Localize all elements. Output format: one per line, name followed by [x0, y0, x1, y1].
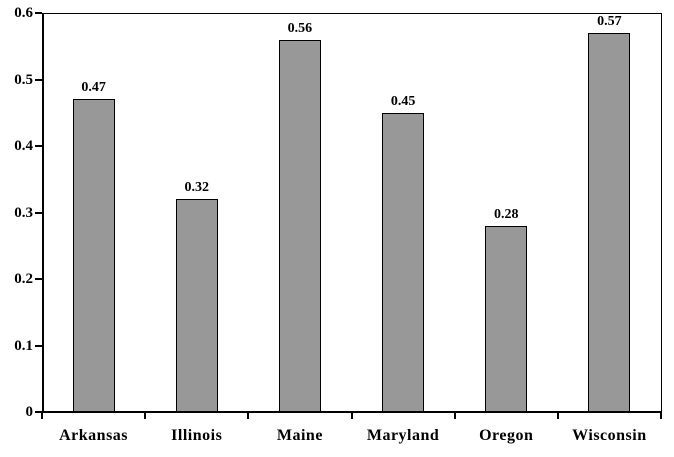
x-axis-tick: [144, 412, 147, 419]
y-axis-tick: [35, 211, 42, 214]
bar-oregon: [485, 225, 528, 412]
y-axis-tick-label: 0: [25, 404, 34, 420]
x-axis-category-label: Oregon: [479, 427, 534, 444]
x-axis-tick: [247, 412, 250, 419]
y-axis-tick-label: 0.2: [14, 271, 33, 287]
bar-value-label: 0.28: [494, 206, 519, 222]
x-axis-category-label: Maine: [276, 427, 323, 444]
y-axis-tick: [35, 78, 42, 81]
bar-value-label: 0.32: [184, 180, 210, 196]
y-axis-tick: [35, 411, 42, 413]
x-axis-tick: [556, 412, 559, 419]
bar-value-label: 0.56: [287, 20, 313, 36]
bar-arkansas: [72, 99, 115, 412]
y-axis-tick: [35, 344, 42, 347]
y-axis-tick: [35, 278, 42, 280]
bar-value-label: 0.45: [390, 93, 416, 109]
y-axis-tick-label: 0.6: [14, 5, 33, 21]
y-axis-tick-label: 0.1: [14, 337, 33, 354]
x-axis-category-label: Illinois: [171, 427, 223, 444]
bar-wisconsin: [588, 32, 631, 412]
x-axis-tick: [350, 412, 353, 419]
x-axis-tick: [660, 412, 662, 419]
y-axis-tick: [35, 145, 42, 147]
bar-maine: [278, 39, 321, 412]
plot-area: [42, 13, 662, 413]
x-axis-category-label: Arkansas: [59, 427, 129, 444]
y-axis-tick-label: 0.4: [14, 138, 33, 154]
bar-value-label: 0.47: [81, 80, 106, 96]
y-axis-tick-label: 0.5: [14, 71, 33, 88]
x-axis-category-label: Maryland: [366, 427, 440, 444]
bar-illinois: [175, 199, 218, 412]
y-axis-tick: [35, 12, 42, 14]
x-axis-tick: [41, 412, 43, 419]
x-axis-category-label: Wisconsin: [572, 427, 647, 444]
y-axis-tick-label: 0.3: [14, 204, 33, 221]
bar-maryland: [382, 112, 425, 412]
x-axis-tick: [453, 412, 456, 419]
bar-value-label: 0.57: [597, 13, 622, 29]
